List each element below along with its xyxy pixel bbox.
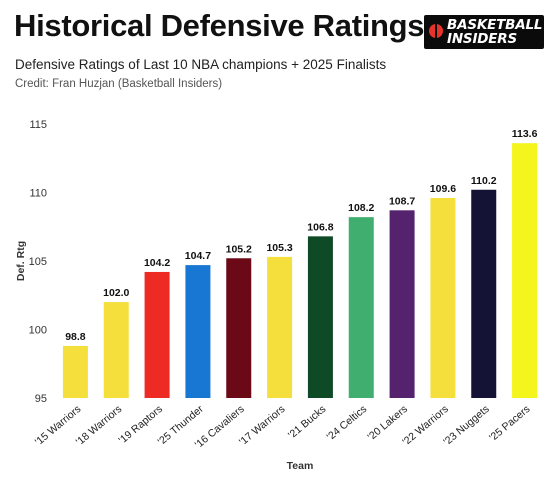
- x-tick-label: '21 Bucks: [286, 403, 328, 441]
- data-label: 108.2: [348, 202, 374, 214]
- x-tick-label: '25 Pacers: [487, 403, 532, 444]
- logo-text-line1: BASKETBALL: [447, 17, 543, 33]
- logo-text-line2: INSIDERS: [447, 31, 518, 47]
- chart-credit: Credit: Fran Huzjan (Basketball Insiders…: [15, 78, 223, 90]
- bars-group: [62, 143, 538, 398]
- chart-title: Historical Defensive Ratings: [14, 8, 425, 43]
- bar: [62, 345, 88, 398]
- bar: [471, 189, 497, 398]
- data-label: 105.2: [226, 243, 252, 255]
- y-tick-label: 95: [35, 393, 47, 405]
- data-label: 104.7: [185, 250, 211, 262]
- y-axis-ticks: 95 100 105 110 115: [29, 119, 47, 405]
- data-labels-group: 98.8 102.0 104.2 104.7 105.2 105.3 106.8 108.2 1…: [65, 128, 537, 343]
- x-tick-label: '24 Celtics: [325, 403, 370, 443]
- y-tick-label: 110: [29, 188, 47, 200]
- x-axis-label: Team: [287, 460, 314, 472]
- basketball-icon: [429, 24, 443, 38]
- bar: [144, 271, 170, 398]
- data-label: 98.8: [65, 331, 86, 343]
- data-label: 104.2: [144, 257, 170, 269]
- x-axis-ticks: '15 Warriors'18 Warriors'19 Raptors'25 T…: [33, 403, 533, 451]
- y-tick-label: 100: [29, 325, 47, 337]
- basketball-insiders-logo: BASKETBALL INSIDERS: [424, 15, 544, 49]
- bar: [512, 143, 538, 398]
- data-label: 105.3: [266, 242, 292, 254]
- data-label: 106.8: [307, 221, 333, 233]
- bar: [430, 197, 456, 398]
- data-label: 108.7: [389, 195, 415, 207]
- data-label: 109.6: [430, 183, 456, 195]
- bar: [226, 258, 252, 398]
- y-axis-label: Def. Rtg: [15, 241, 27, 281]
- bar: [267, 256, 293, 398]
- x-tick-label: '23 Nuggets: [441, 403, 491, 448]
- bar: [389, 210, 415, 398]
- bar: [103, 302, 129, 398]
- bar: [307, 236, 333, 398]
- data-label: 102.0: [103, 287, 129, 299]
- y-tick-label: 115: [29, 119, 47, 131]
- data-label: 113.6: [512, 128, 538, 140]
- chart-subtitle: Defensive Ratings of Last 10 NBA champio…: [15, 57, 387, 72]
- bar: [348, 217, 374, 398]
- y-tick-label: 105: [29, 256, 47, 268]
- bar: [185, 265, 211, 398]
- data-label: 110.2: [471, 175, 497, 187]
